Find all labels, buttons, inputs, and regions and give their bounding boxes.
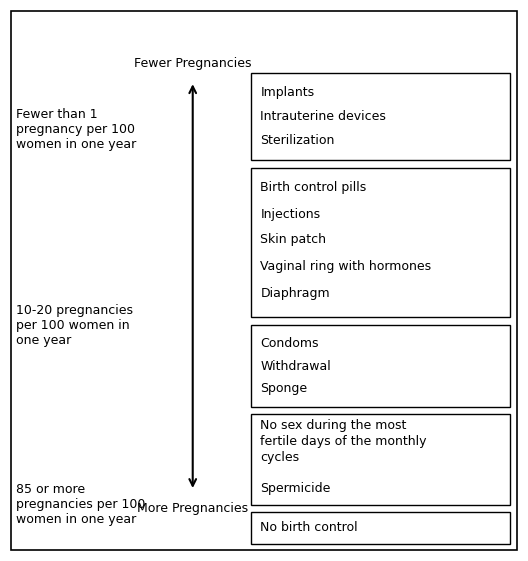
Text: No birth control: No birth control <box>260 521 358 535</box>
Bar <box>251 73 510 160</box>
Text: Spermicide: Spermicide <box>260 482 331 495</box>
Text: Intrauterine devices: Intrauterine devices <box>260 110 386 123</box>
Text: Birth control pills: Birth control pills <box>260 181 366 194</box>
Bar <box>251 168 510 317</box>
Text: Withdrawal: Withdrawal <box>260 360 331 373</box>
Text: Sterilization: Sterilization <box>260 134 335 147</box>
Text: Injections: Injections <box>260 208 320 221</box>
Text: Condoms: Condoms <box>260 337 319 350</box>
Text: Fewer Pregnancies: Fewer Pregnancies <box>134 57 251 70</box>
Text: Implants: Implants <box>260 86 315 99</box>
Text: 85 or more
pregnancies per 100
women in one year: 85 or more pregnancies per 100 women in … <box>16 484 145 526</box>
Bar <box>251 325 510 407</box>
Text: No sex during the most
fertile days of the monthly
cycles: No sex during the most fertile days of t… <box>260 419 427 464</box>
Bar <box>251 414 510 505</box>
Text: Vaginal ring with hormones: Vaginal ring with hormones <box>260 260 431 273</box>
Text: 10-20 pregnancies
per 100 women in
one year: 10-20 pregnancies per 100 women in one y… <box>16 304 133 347</box>
Text: Diaphragm: Diaphragm <box>260 287 330 300</box>
Text: Fewer than 1
pregnancy per 100
women in one year: Fewer than 1 pregnancy per 100 women in … <box>16 108 136 150</box>
Text: More Pregnancies: More Pregnancies <box>137 502 248 515</box>
Text: Skin patch: Skin patch <box>260 233 326 246</box>
Text: Sponge: Sponge <box>260 383 307 396</box>
Bar <box>251 512 510 544</box>
